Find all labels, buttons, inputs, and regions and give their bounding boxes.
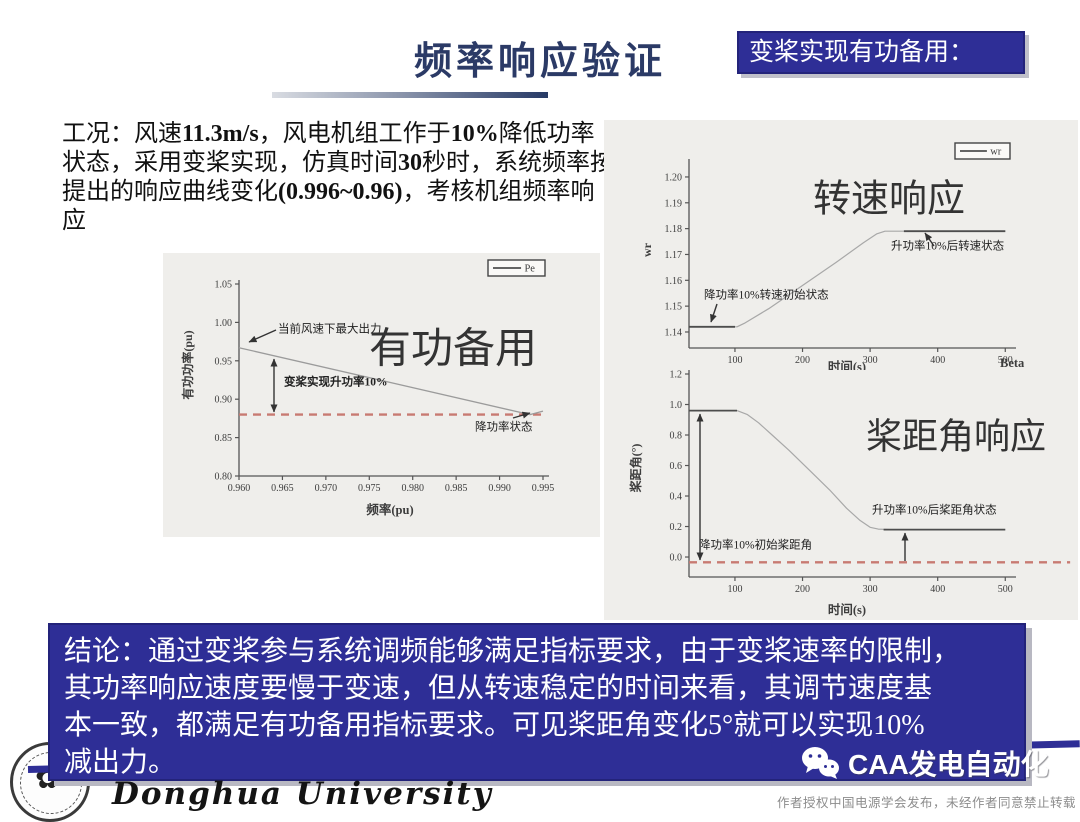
y-tick-label: 0.90 (215, 395, 233, 406)
x-tick-label: 0.980 (401, 483, 424, 494)
condition-segment: 秒时，系统频率按提出的响应曲线变化 (62, 150, 614, 205)
annotation-text: 当前风速下最大出力 (278, 322, 382, 336)
x-tick-label: 200 (795, 355, 810, 366)
x-tick-label: 500 (998, 355, 1013, 366)
x-tick-label: 400 (930, 355, 945, 366)
corner-label: Beta (1000, 356, 1025, 370)
conclusion-box: 结论：通过变桨参与系统调频能够满足指标要求，由于变桨速率的限制， 其功率响应速度要… (48, 623, 1026, 781)
x-tick-label: 0.990 (488, 483, 511, 494)
y-axis-title: 有功功率(pu) (180, 330, 195, 399)
y-tick-label: 0.0 (670, 553, 683, 564)
x-tick-label: 0.985 (445, 483, 468, 494)
y-tick-label: 1.00 (215, 318, 233, 329)
x-tick-label: 500 (998, 584, 1013, 595)
annotation-text: 降功率状态 (475, 420, 533, 434)
condition-segment: 工况：风速 (62, 121, 182, 147)
annotation-text: 变桨实现升功率10% (284, 375, 388, 389)
condition-text: 工况：风速11.3m/s，风电机组工作于10%降低功率状态，采用变桨实现，仿真时… (62, 120, 614, 236)
x-tick-label: 0.960 (228, 483, 251, 494)
chart-overlay-title: 转速响应 (813, 178, 965, 220)
x-axis-title: 频率(pu) (366, 502, 413, 517)
condition-segment: 30 (398, 150, 422, 176)
rotor-speed-response-chart: 1.14 1.15 1.16 1.17 1.18 1.19 1.20 100 200 300 400… (640, 142, 1025, 370)
x-tick-label: 300 (863, 355, 878, 366)
y-tick-label: 1.16 (665, 276, 683, 287)
x-tick-label: 400 (930, 584, 945, 595)
annotation-arrow (512, 411, 531, 419)
chart-overlay-title: 桨距角响应 (866, 417, 1046, 457)
conclusion-line: 减出力。 (64, 747, 177, 778)
condition-segment: ，风电机组工作于 (258, 121, 451, 147)
y-tick-label: 1.05 (215, 280, 233, 291)
x-tick-label: 300 (863, 584, 878, 595)
x-tick-label: 200 (795, 584, 810, 595)
y-tick-label: 1.2 (670, 370, 683, 381)
wechat-icon (800, 745, 842, 781)
x-axis-title: 时间(s) (828, 602, 866, 617)
annotation-arrow (248, 329, 277, 343)
copyright-note: 作者授权中国电源学会发布，未经作者同意禁止转载 (776, 796, 1076, 810)
left-chart-panel: 0.80 0.85 0.90 0.95 1.00 1.05 0.960 0.965 0.970 0… (163, 253, 600, 537)
x-tick-label: 0.995 (532, 483, 555, 494)
x-tick-label: 0.975 (358, 483, 381, 494)
annotation-arrow (710, 303, 718, 323)
y-tick-label: 1.18 (665, 224, 683, 235)
y-axis-title: 桨距角(°) (628, 444, 643, 494)
y-tick-label: 1.15 (665, 302, 683, 313)
y-tick-label: 1.0 (670, 400, 683, 411)
y-tick-label: 0.95 (215, 356, 233, 367)
y-tick-label: 0.6 (670, 461, 683, 472)
annotation-text: 降功率10%初始桨距角 (699, 538, 812, 552)
conclusion-line: 结论：通过变桨参与系统调频能够满足指标要求，由于变桨速率的限制， (64, 636, 961, 667)
page-title: 频率响应验证 (413, 41, 666, 83)
conclusion-line: 其功率响应速度要慢于变速，但从转速稳定的时间来看，其调节速度基 (64, 673, 933, 704)
right-chart-panel: 1.14 1.15 1.16 1.17 1.18 1.19 1.20 100 200 300 400… (604, 120, 1078, 620)
condition-segment: ，考核机组频率响应 (62, 179, 595, 234)
y-tick-label: 1.14 (665, 327, 683, 338)
y-tick-label: 0.80 (215, 472, 233, 483)
y-tick-label: 0.2 (670, 522, 683, 533)
x-tick-label: 100 (727, 584, 742, 595)
y-tick-label: 0.85 (215, 433, 233, 444)
legend-label: wr (990, 147, 1002, 158)
annotation-text: 升功率10%后转速状态 (891, 239, 1005, 253)
legend: wr (954, 142, 1011, 160)
legend-label: Pe (524, 264, 535, 275)
topic-box: 变桨实现有功备用： (737, 31, 1025, 74)
x-tick-label: 0.970 (315, 483, 338, 494)
condition-segment: 10% (450, 121, 499, 147)
conclusion-line: 本一致，都满足有功备用指标要求。可见桨距角变化5°就可以实现10% (64, 710, 925, 741)
pitch-angle-response-chart: 0.0 0.2 0.4 0.6 0.8 1.0 1.2 100 200 300 400 500 降功率1… (628, 370, 1071, 617)
series-wr (689, 230, 1006, 328)
condition-segment: 降低功率状态，采用变桨实现，仿真时间 (62, 121, 595, 176)
title-underline (272, 92, 548, 98)
y-tick-label: 0.8 (670, 431, 683, 442)
x-axis-title: 时间(s) (828, 359, 866, 370)
wechat-badge: CAA发电自动化 (800, 743, 1049, 783)
annotation-text: 降功率10%转速初始状态 (704, 288, 829, 302)
y-tick-label: 1.20 (665, 172, 683, 183)
annotation-text: 升功率10%后桨距角状态 (872, 503, 997, 517)
series-beta (736, 410, 891, 531)
y-tick-label: 0.4 (670, 492, 683, 503)
annotation-arrow (924, 232, 935, 247)
x-tick-label: 0.965 (271, 483, 294, 494)
chart-overlay-title: 有功备用 (369, 327, 537, 373)
y-tick-label: 1.17 (665, 250, 683, 261)
active-power-reserve-chart: 0.80 0.85 0.90 0.95 1.00 1.05 0.960 0.965 0.970 0… (180, 259, 555, 517)
y-axis-title: wr (640, 242, 654, 257)
condition-segment: 11.3m/s (182, 121, 259, 147)
condition-segment: (0.996~0.96) (278, 179, 403, 205)
x-tick-label: 100 (727, 355, 742, 366)
university-name: Donghua University (112, 776, 493, 812)
legend: Pe (487, 259, 546, 277)
wechat-badge-label: CAA发电自动化 (848, 749, 1049, 780)
y-tick-label: 1.19 (665, 198, 683, 209)
